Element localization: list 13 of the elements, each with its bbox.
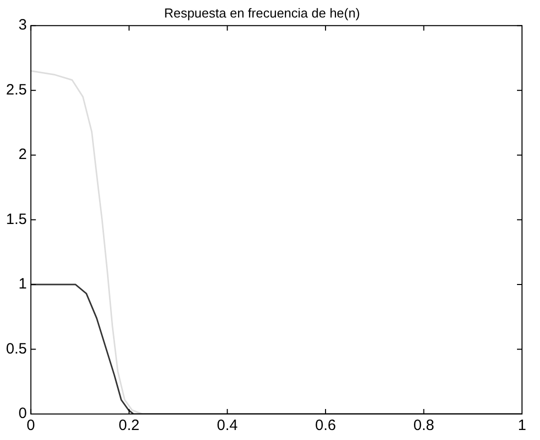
x-tick-label: 0.6 bbox=[315, 417, 336, 434]
y-tick-label: 2 bbox=[18, 146, 27, 164]
y-tick-label: 3 bbox=[18, 16, 27, 34]
x-tick-label: 0.8 bbox=[413, 417, 434, 434]
x-tick-label: 0.2 bbox=[118, 417, 140, 434]
x-tick-label: 0.4 bbox=[216, 417, 238, 434]
y-tick-label: 2.5 bbox=[6, 81, 27, 98]
y-tick-label: 0 bbox=[18, 405, 27, 422]
x-tick-label: 1 bbox=[518, 417, 526, 434]
chart-title: Respuesta en frecuencia de he(n) bbox=[164, 5, 360, 20]
y-tick-label: 1.5 bbox=[6, 210, 27, 228]
y-tick-label: 1 bbox=[18, 276, 27, 293]
y-tick-label: 0.5 bbox=[6, 340, 27, 358]
